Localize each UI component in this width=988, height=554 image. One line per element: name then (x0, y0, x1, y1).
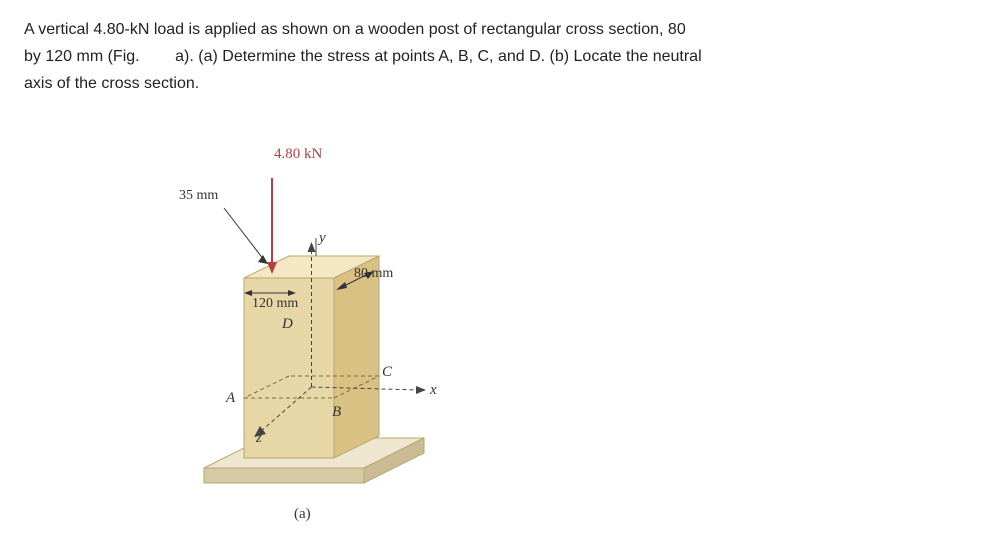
figure-a: 4.80 kN 35 mm 120 mm 80 mm y x z A B C D… (164, 138, 484, 538)
offset-dim-label: 35 mm (179, 188, 218, 204)
point-a-label: A (226, 390, 235, 407)
force-label: 4.80 kN (274, 146, 322, 163)
width-dim-label: 120 mm (252, 296, 298, 312)
figure-caption: (a) (294, 506, 311, 523)
axis-y-label: y (319, 230, 326, 247)
problem-line-1: A vertical 4.80-kN load is applied as sh… (24, 21, 686, 38)
problem-line-2a: by 120 mm (Fig. (24, 48, 140, 65)
point-b-label: B (332, 404, 341, 421)
point-d-label: D (282, 316, 293, 333)
problem-statement: A vertical 4.80-kN load is applied as sh… (24, 16, 964, 98)
problem-line-2b: a). (a) Determine the stress at points A… (175, 48, 701, 65)
axis-z-label: z (256, 430, 262, 447)
problem-line-3: axis of the cross section. (24, 75, 199, 92)
depth-dim-label: 80 mm (354, 266, 393, 282)
point-c-label: C (382, 364, 392, 381)
axis-x-label: x (430, 382, 437, 399)
